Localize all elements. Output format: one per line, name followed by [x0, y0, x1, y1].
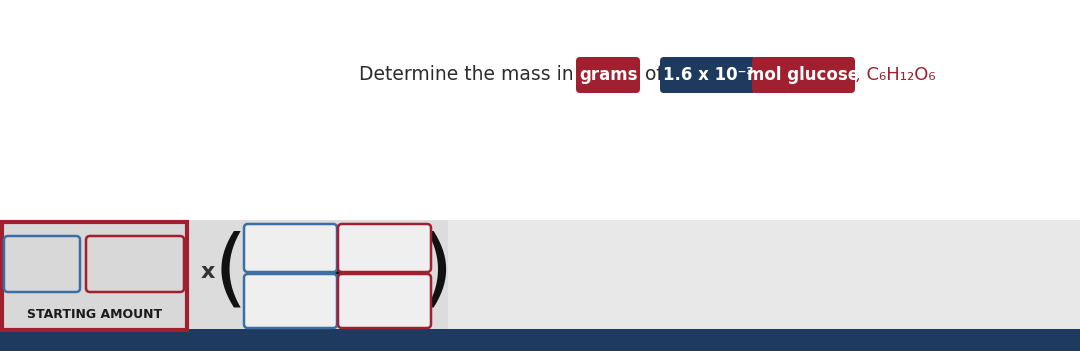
Text: mol glucose: mol glucose — [747, 66, 860, 84]
FancyBboxPatch shape — [752, 57, 855, 93]
Bar — [0, 329, 1080, 351]
Text: (: ( — [213, 231, 246, 313]
FancyBboxPatch shape — [2, 222, 187, 330]
Text: of: of — [645, 66, 663, 85]
Text: grams: grams — [579, 66, 637, 84]
FancyBboxPatch shape — [244, 224, 337, 272]
Text: x: x — [201, 262, 215, 282]
FancyBboxPatch shape — [244, 274, 337, 328]
FancyBboxPatch shape — [338, 224, 431, 272]
Text: Determine the mass in: Determine the mass in — [360, 66, 573, 85]
Text: 1.6 x 10⁻³: 1.6 x 10⁻³ — [663, 66, 754, 84]
FancyBboxPatch shape — [86, 236, 184, 292]
FancyBboxPatch shape — [660, 57, 756, 93]
Bar — [0, 220, 1080, 329]
FancyBboxPatch shape — [4, 236, 80, 292]
Text: , C₆H₁₂O₆: , C₆H₁₂O₆ — [855, 66, 935, 84]
Text: ): ) — [419, 231, 453, 313]
FancyBboxPatch shape — [338, 274, 431, 328]
Bar — [448, 220, 1080, 329]
Text: STARTING AMOUNT: STARTING AMOUNT — [27, 309, 162, 322]
FancyBboxPatch shape — [576, 57, 640, 93]
